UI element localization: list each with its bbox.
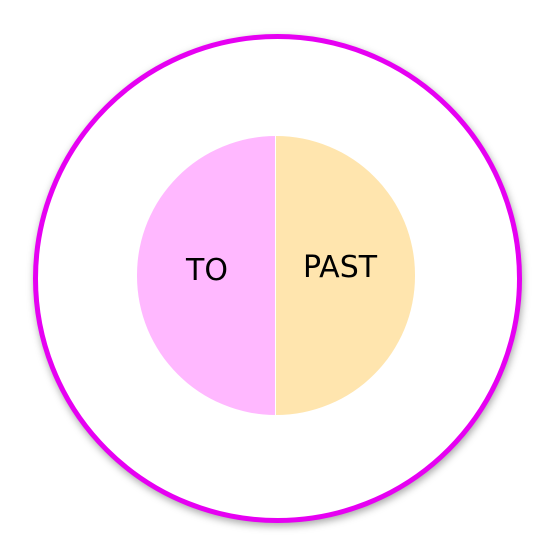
- center-divider: [275, 136, 276, 415]
- past-label: PAST: [303, 250, 378, 285]
- to-label: TO: [186, 253, 228, 288]
